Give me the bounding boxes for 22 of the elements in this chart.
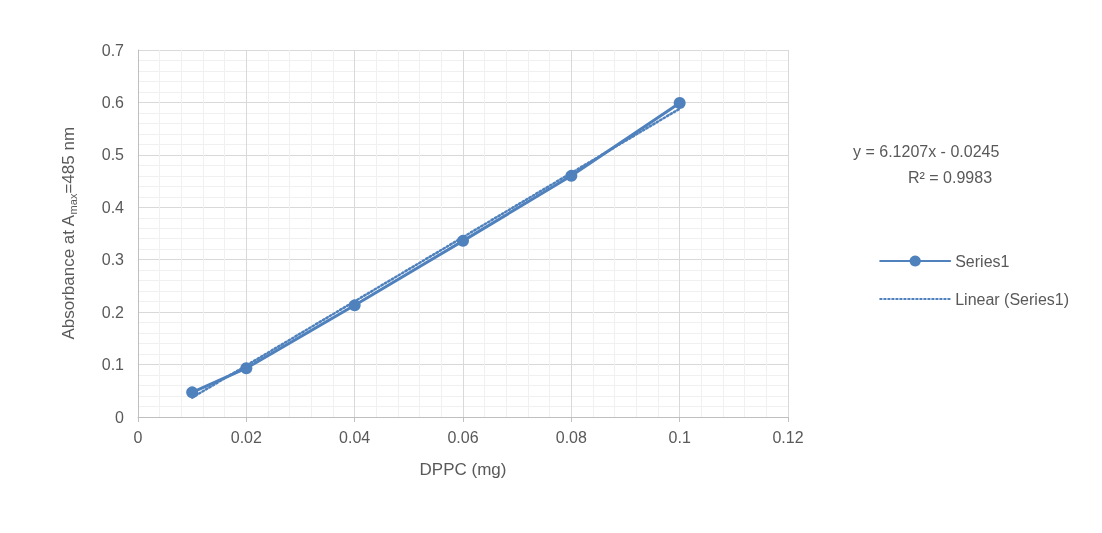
x-tick-label: 0.04 bbox=[339, 428, 371, 446]
y-axis-title: Absorbance at Amax=485 nm bbox=[59, 126, 79, 340]
text: R² = 0.9983 bbox=[908, 168, 993, 186]
x-tick-label: 0 bbox=[133, 428, 143, 446]
y-tick-label: 0 bbox=[115, 408, 125, 426]
legend-label: Linear (Series1) bbox=[955, 290, 1069, 308]
y-tick-label: 0.4 bbox=[101, 198, 125, 216]
text: y = 6.1207x - 0.0245 bbox=[853, 142, 1000, 160]
y-tick-label: 0.3 bbox=[101, 251, 125, 269]
x-tick-label: 0.12 bbox=[772, 428, 804, 446]
y-tick-label: 0.1 bbox=[101, 356, 125, 374]
y-tick-label: 0.5 bbox=[101, 146, 125, 164]
x-tick-label: 0.06 bbox=[447, 428, 479, 446]
x-tick-label: 0.1 bbox=[668, 428, 691, 446]
point bbox=[673, 96, 686, 109]
y-tick-label: 0.7 bbox=[101, 41, 125, 59]
x-tick-label: 0.02 bbox=[230, 428, 263, 446]
y-tick-label: 0.2 bbox=[101, 303, 125, 321]
x-axis-title: DPPC (mg) bbox=[419, 460, 507, 479]
y-tick-label: 0.6 bbox=[101, 93, 125, 111]
legend-label: Series1 bbox=[955, 252, 1010, 270]
x-tick-label: 0.08 bbox=[555, 428, 588, 446]
